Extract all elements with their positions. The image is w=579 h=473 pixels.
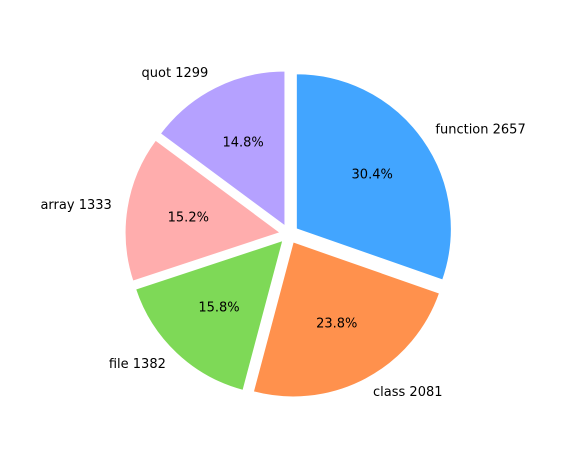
slice-quot <box>159 70 286 227</box>
category-label-class: class 2081 <box>373 385 443 400</box>
slice-class <box>252 241 441 398</box>
labels-layer: 30.4% function 2657 23.8% class 2081 15.8% fi… <box>40 66 525 400</box>
percent-label-quot: 14.8% <box>222 135 263 150</box>
slice-function <box>295 73 452 281</box>
percent-label-array: 15.2% <box>168 210 209 225</box>
percent-label-class: 23.8% <box>316 317 357 332</box>
slices-layer <box>124 70 452 398</box>
category-label-function: function 2657 <box>435 123 525 138</box>
percent-label-function: 30.4% <box>352 167 393 182</box>
percent-label-file: 15.8% <box>198 301 239 316</box>
category-label-quot: quot 1299 <box>142 66 209 81</box>
slice-file <box>135 239 284 391</box>
slice-array <box>124 139 282 282</box>
category-label-file: file 1382 <box>109 357 166 372</box>
category-label-array: array 1333 <box>40 198 111 213</box>
